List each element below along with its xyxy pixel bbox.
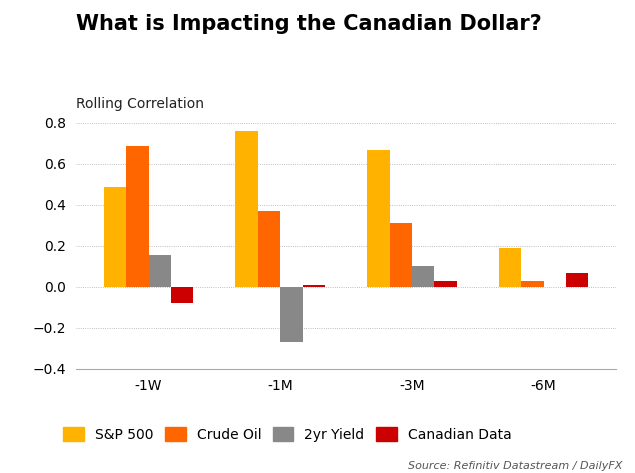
Bar: [258, 211, 280, 287]
Bar: [389, 223, 412, 287]
Text: Rolling Correlation: Rolling Correlation: [76, 97, 204, 111]
Bar: [236, 131, 258, 287]
Bar: [434, 281, 457, 287]
Bar: [149, 255, 171, 287]
Text: What is Impacting the Canadian Dollar?: What is Impacting the Canadian Dollar?: [76, 14, 542, 34]
Bar: [498, 248, 521, 287]
Legend: S&P 500, Crude Oil, 2yr Yield, Canadian Data: S&P 500, Crude Oil, 2yr Yield, Canadian …: [58, 421, 517, 447]
Bar: [367, 149, 389, 287]
Bar: [171, 287, 194, 303]
Bar: [280, 287, 303, 342]
Text: Source: Refinitiv Datastream / DailyFX: Source: Refinitiv Datastream / DailyFX: [408, 461, 622, 471]
Bar: [126, 146, 149, 287]
Bar: [303, 285, 325, 287]
Bar: [566, 272, 588, 287]
Bar: [521, 281, 544, 287]
Bar: [104, 186, 126, 287]
Bar: [412, 266, 434, 287]
